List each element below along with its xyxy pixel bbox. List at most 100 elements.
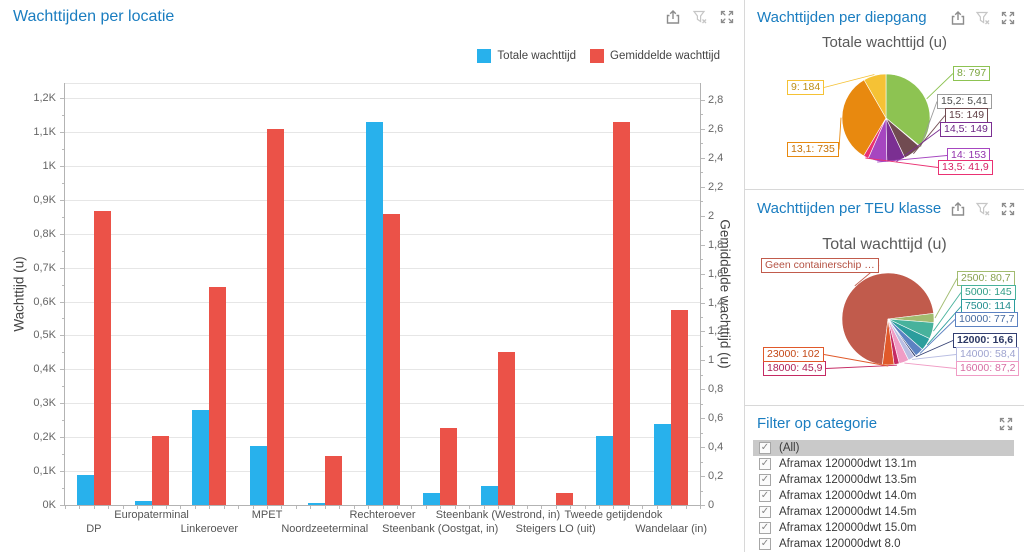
bar-totale-wachttijd[interactable]: [365, 121, 383, 505]
left-axis-tick: [60, 335, 64, 337]
pie-chart-teu: [823, 265, 962, 369]
export-icon[interactable]: [950, 10, 966, 26]
x-axis-tick: [151, 506, 153, 509]
left-axis-tick: [60, 267, 64, 269]
filter-item-label: Aframax 120000dwt 15.0m: [779, 522, 917, 534]
bar-totale-wachttijd[interactable]: [192, 410, 210, 505]
bar-gemiddelde-wachttijd[interactable]: [440, 428, 458, 505]
panel-wachttijden-per-teu-klasse: Wachttijden per TEU klasse Total wachtti…: [745, 190, 1024, 406]
pie-slice-label-14,5: 14,5: 149: [940, 122, 992, 137]
x-axis-tick: [656, 506, 658, 509]
filter-item-aframax-120000dwt-14.0m[interactable]: ✓ Aframax 120000dwt 14.0m: [753, 488, 1014, 504]
filter-item-aframax-120000dwt-8.0[interactable]: ✓ Aframax 120000dwt 8.0: [753, 536, 1014, 552]
left-axis-tick-label: 0,8K: [33, 227, 56, 240]
x-axis-tick: [166, 506, 168, 509]
pie-slice-Geen containerschip[interactable]: [841, 272, 934, 365]
maximize-icon[interactable]: [1000, 10, 1016, 26]
filter-item-aframax-120000dwt-14.5m[interactable]: ✓ Aframax 120000dwt 14.5m: [753, 504, 1014, 520]
filter-item-aframax-120000dwt-15.0m[interactable]: ✓ Aframax 120000dwt 15.0m: [753, 520, 1014, 536]
bar-gemiddelde-wachttijd[interactable]: [382, 214, 400, 505]
x-axis-tick: [238, 506, 240, 509]
panel-title-locatie: Wachttijden per locatie: [13, 8, 175, 25]
left-axis-minor-tick: [62, 420, 64, 422]
x-axis-tick: [584, 506, 586, 509]
checkbox[interactable]: ✓: [759, 490, 771, 502]
x-axis-tick: [642, 506, 644, 509]
x-axis-tick: [396, 506, 398, 509]
pie-slice-label-15: 15: 149: [945, 108, 989, 123]
legend-label-gemiddelde: Gemiddelde wachttijd: [610, 50, 720, 62]
left-axis-tick: [60, 165, 64, 167]
filter-item-label: (All): [779, 442, 800, 454]
left-axis-tick: [60, 403, 64, 405]
right-axis-minor-tick: [701, 201, 703, 203]
left-axis-minor-tick: [62, 284, 64, 286]
left-axis-minor-tick: [62, 386, 64, 388]
left-axis-minor-tick: [62, 182, 64, 184]
x-axis-tick: [368, 506, 370, 509]
bar-gemiddelde-wachttijd[interactable]: [497, 351, 515, 505]
checkbox[interactable]: ✓: [759, 474, 771, 486]
legend-item-totale[interactable]: Totale wachttijd: [477, 49, 576, 63]
right-axis-tick-label: 1,6: [708, 267, 724, 280]
legend-label-totale: Totale wachttijd: [497, 50, 577, 62]
category-filter-list: ✓ (All) ✓ Aframax 120000dwt 13.1m ✓ Aframax 1…: [753, 440, 1014, 552]
bar-gemiddelde-wachttijd[interactable]: [555, 493, 573, 505]
bar-totale-wachttijd[interactable]: [654, 424, 672, 505]
x-axis-tick: [700, 506, 701, 509]
filter-item-label: Aframax 120000dwt 8.0: [779, 538, 901, 550]
filter-item-aframax-120000dwt-13.1m[interactable]: ✓ Aframax 120000dwt 13.1m: [753, 456, 1014, 472]
right-axis-minor-tick: [701, 288, 703, 290]
bar-totale-wachttijd[interactable]: [250, 445, 268, 505]
clear-filter-icon[interactable]: [692, 9, 708, 25]
bar-gemiddelde-wachttijd[interactable]: [151, 435, 169, 505]
legend-item-gemiddelde[interactable]: Gemiddelde wachttijd: [590, 49, 720, 63]
clear-filter-icon[interactable]: [975, 10, 991, 26]
x-axis-tick: [122, 506, 124, 509]
bar-totale-wachttijd[interactable]: [480, 485, 498, 505]
bar-totale-wachttijd[interactable]: [423, 492, 441, 505]
x-category-label: MPET: [251, 509, 283, 521]
right-axis-tick-label: 1,2: [708, 325, 724, 338]
x-axis-tick: [137, 506, 139, 509]
left-axis-tick-label: 0,7K: [33, 261, 56, 274]
maximize-icon[interactable]: [719, 9, 735, 25]
bar-gemiddelde-wachttijd[interactable]: [324, 455, 342, 505]
x-category-label: Tweede getijdendok: [564, 509, 663, 521]
bar-gemiddelde-wachttijd[interactable]: [267, 128, 285, 505]
left-axis-tick-label: 0,5K: [33, 329, 56, 342]
bar-gemiddelde-wachttijd[interactable]: [613, 121, 631, 505]
checkbox[interactable]: ✓: [759, 506, 771, 518]
bar-totale-wachttijd[interactable]: [596, 435, 614, 505]
right-axis-minor-tick: [701, 259, 703, 261]
checkbox[interactable]: ✓: [759, 522, 771, 534]
filter-item--all-[interactable]: ✓ (All): [753, 440, 1014, 456]
right-axis-minor-tick: [701, 143, 703, 145]
pie-slice-label-12000: 12000: 16,6: [953, 333, 1018, 348]
checkbox[interactable]: ✓: [759, 442, 771, 454]
clear-filter-icon[interactable]: [975, 201, 991, 217]
bar-totale-wachttijd[interactable]: [134, 501, 152, 505]
bar-chart-plot-area: 0K 0,1K 0,2K 0,3K 0,4K 0,5K 0,6K 0,7K 0,8K 0,9K 1K…: [33, 83, 724, 535]
x-category-label: Linkeroever: [180, 523, 239, 535]
filter-item-aframax-120000dwt-13.5m[interactable]: ✓ Aframax 120000dwt 13.5m: [753, 472, 1014, 488]
x-axis-tick: [483, 506, 485, 509]
right-axis-tick: [701, 215, 705, 217]
checkbox[interactable]: ✓: [759, 458, 771, 470]
maximize-icon[interactable]: [1000, 201, 1016, 217]
pie-slice-label-13,5: 13,5: 41,9: [938, 160, 993, 175]
bar-gemiddelde-wachttijd[interactable]: [671, 309, 689, 505]
bar-totale-wachttijd[interactable]: [76, 475, 94, 505]
right-axis-tick-label: 0,2: [708, 470, 724, 483]
bar-totale-wachttijd[interactable]: [307, 502, 325, 505]
pie-slice-label-16000: 16000: 87,2: [956, 361, 1020, 376]
x-category-label: DP: [86, 523, 102, 535]
bar-gemiddelde-wachttijd[interactable]: [93, 211, 111, 505]
maximize-icon[interactable]: [998, 416, 1014, 432]
export-icon[interactable]: [665, 9, 681, 25]
left-axis-line: [64, 83, 65, 505]
checkbox[interactable]: ✓: [759, 538, 771, 550]
bar-gemiddelde-wachttijd[interactable]: [209, 286, 227, 505]
export-icon[interactable]: [950, 201, 966, 217]
